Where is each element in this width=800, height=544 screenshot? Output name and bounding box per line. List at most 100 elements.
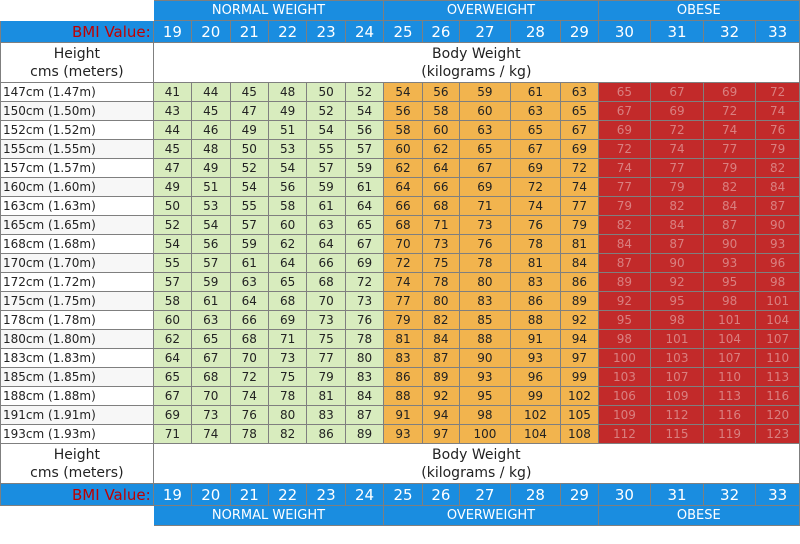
weight-cell: 79 <box>702 158 757 178</box>
weight-cell: 96 <box>509 367 562 387</box>
weight-cell: 109 <box>597 405 652 425</box>
weight-cell: 80 <box>267 405 308 425</box>
top-bmi-22: 22 <box>267 20 308 43</box>
obese-footer: OBESE <box>597 505 800 526</box>
weight-cell: 60 <box>459 101 511 121</box>
weight-cell: 61 <box>191 291 231 311</box>
height-cell: 180cm (1.80m) <box>0 329 154 349</box>
table-row: 175cm (1.75m) 58 61 64 68 70 73 77 80 83 86 89 92 95 9… <box>0 291 800 311</box>
weight-cell: 102 <box>560 386 599 406</box>
weight-cell: 80 <box>344 348 385 368</box>
top-bmi-25: 25 <box>383 20 423 43</box>
weight-cell: 93 <box>509 348 562 368</box>
weight-cell: 62 <box>267 234 308 254</box>
weight-cell: 83 <box>344 367 385 387</box>
weight-cell: 93 <box>702 253 757 273</box>
weight-cell: 107 <box>702 348 757 368</box>
weight-cell: 74 <box>702 120 757 140</box>
weight-cell: 68 <box>191 367 231 387</box>
weight-cell: 59 <box>459 82 511 102</box>
height-cell: 191cm (1.91m) <box>0 405 154 425</box>
weight-cell: 88 <box>509 310 562 330</box>
weight-cell: 101 <box>650 329 704 349</box>
weight-cell: 54 <box>229 177 269 197</box>
weight-cell: 91 <box>383 405 423 425</box>
weight-cell: 69 <box>344 253 385 273</box>
weight-cell: 77 <box>597 177 652 197</box>
weight-cell: 77 <box>650 158 704 178</box>
weight-cell: 66 <box>306 253 346 273</box>
weight-cell: 110 <box>755 348 800 368</box>
top-bmi-33: 33 <box>755 20 800 43</box>
top-bmi-30: 30 <box>597 20 652 43</box>
bottom-bmi-31: 31 <box>650 483 704 506</box>
weight-cell: 70 <box>306 291 346 311</box>
table-row: 157cm (1.57m) 47 49 52 54 57 59 62 64 67 69 72 74 77 7… <box>0 158 800 178</box>
weight-cell: 84 <box>702 196 757 216</box>
table-row: 152cm (1.52m) 44 46 49 51 54 56 58 60 63 65 67 69 72 7… <box>0 120 800 140</box>
weight-cell: 76 <box>509 215 562 235</box>
weight-cell: 47 <box>229 101 269 121</box>
bottom-bmi-25: 25 <box>383 483 423 506</box>
height-column-header-bottom: Height cms (meters) <box>0 443 154 484</box>
weight-cell: 99 <box>509 386 562 406</box>
weight-cell: 45 <box>229 82 269 102</box>
weight-cell: 71 <box>421 215 461 235</box>
weight-cell: 89 <box>344 424 385 444</box>
weight-cell: 81 <box>383 329 423 349</box>
weight-cell: 73 <box>421 234 461 254</box>
height-header-line2: cms (meters) <box>30 63 124 80</box>
weight-cell: 76 <box>755 120 800 140</box>
weight-cell: 82 <box>267 424 308 444</box>
weight-cell: 92 <box>597 291 652 311</box>
weight-cell: 55 <box>306 139 346 159</box>
weight-cell: 75 <box>421 253 461 273</box>
weight-cell: 95 <box>702 272 757 292</box>
weight-cell: 64 <box>229 291 269 311</box>
weight-cell: 84 <box>597 234 652 254</box>
weight-cell: 64 <box>152 348 193 368</box>
weight-cell: 86 <box>383 367 423 387</box>
weight-cell: 88 <box>383 386 423 406</box>
table-row: 191cm (1.91m) 69 73 76 80 83 87 91 94 98 102 105 109… <box>0 405 800 425</box>
weight-cell: 71 <box>459 196 511 216</box>
weight-cell: 64 <box>383 177 423 197</box>
weight-cell: 58 <box>152 291 193 311</box>
weight-cell: 74 <box>560 177 599 197</box>
weight-cell: 79 <box>650 177 704 197</box>
weight-cell: 49 <box>267 101 308 121</box>
weight-cell: 112 <box>650 405 704 425</box>
table-row: 172cm (1.72m) 57 59 63 65 68 72 74 78 80 83 86 89 92 9… <box>0 272 800 292</box>
weight-cell: 78 <box>509 234 562 254</box>
weight-cell: 90 <box>702 234 757 254</box>
weight-cell: 110 <box>702 367 757 387</box>
weight-cell: 69 <box>509 158 562 178</box>
weight-cell: 85 <box>459 310 511 330</box>
weight-cell: 64 <box>306 234 346 254</box>
weight-cell: 66 <box>421 177 461 197</box>
weight-cell: 96 <box>755 253 800 273</box>
weight-cell: 94 <box>421 405 461 425</box>
table-row: 185cm (1.85m) 65 68 72 75 79 83 86 89 93 96 99 103 10… <box>0 367 800 387</box>
weight-cell: 51 <box>191 177 231 197</box>
weight-cell: 64 <box>421 158 461 178</box>
weight-cell: 78 <box>267 386 308 406</box>
weight-cell: 56 <box>267 177 308 197</box>
weight-cell: 103 <box>597 367 652 387</box>
weight-cell: 64 <box>267 253 308 273</box>
weight-cell: 67 <box>152 386 193 406</box>
weight-cell: 104 <box>509 424 562 444</box>
weight-cell: 61 <box>306 196 346 216</box>
weight-cell: 69 <box>597 120 652 140</box>
weight-cell: 81 <box>560 234 599 254</box>
table-row: 165cm (1.65m) 52 54 57 60 63 65 68 71 73 76 79 82 84 8… <box>0 215 800 235</box>
height-header-line1-bottom: Height <box>53 446 100 463</box>
weight-header-line2-bottom: (kilograms / kg) <box>421 464 532 481</box>
weight-cell: 65 <box>560 101 599 121</box>
weight-cell: 69 <box>650 101 704 121</box>
weight-cell: 93 <box>755 234 800 254</box>
weight-cell: 92 <box>650 272 704 292</box>
weight-cell: 56 <box>191 234 231 254</box>
table-row: 188cm (1.88m) 67 70 74 78 81 84 88 92 95 99 102 106 1… <box>0 386 800 406</box>
weight-cell: 102 <box>509 405 562 425</box>
